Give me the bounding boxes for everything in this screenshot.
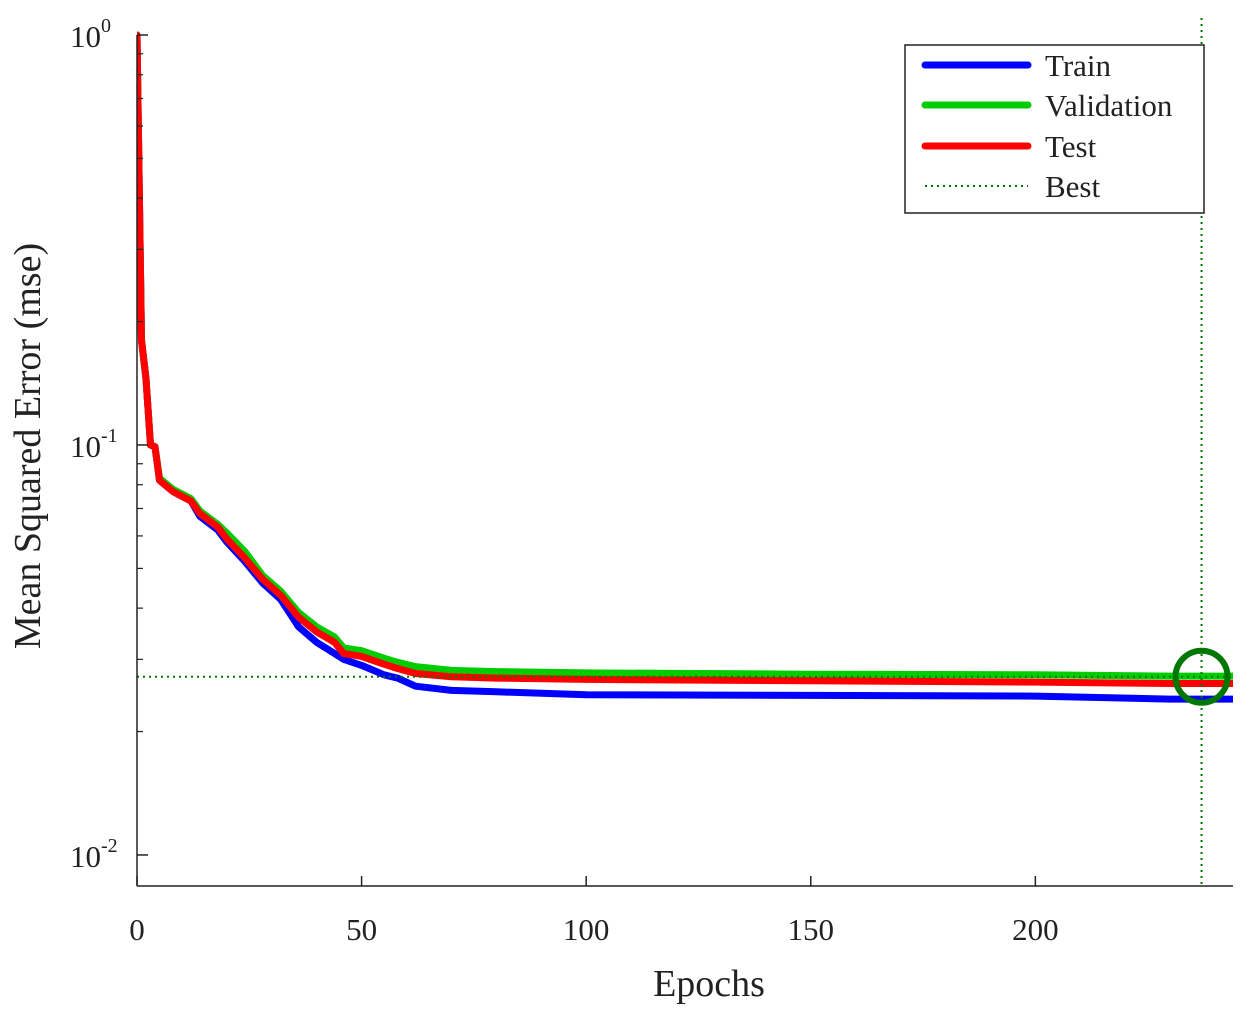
x-tick-label: 200 [1012, 912, 1059, 947]
x-tick-label: 100 [563, 912, 610, 947]
y-axis-label: Mean Squared Error (mse) [7, 243, 49, 649]
legend-label-best: Best [1045, 169, 1101, 204]
axes: Epochs Mean Squared Error (mse) 0 50 100 15… [7, 15, 1233, 1005]
plot-area [137, 18, 1233, 886]
legend-label-validation: Validation [1045, 88, 1173, 123]
legend-box [904, 44, 1205, 214]
best-point-marker [1172, 647, 1231, 706]
legend-label-test: Test [1045, 129, 1097, 164]
y-tick-label: 100 [70, 15, 111, 54]
y-tick-label: 10-2 [70, 835, 118, 874]
x-tick-label: 50 [346, 912, 377, 947]
x-tick-label: 150 [788, 912, 835, 947]
legend-label-train: Train [1045, 48, 1112, 83]
series-line-test [137, 31, 1233, 687]
x-axis-label: Epochs [653, 963, 765, 1005]
x-tick-label: 0 [129, 912, 145, 947]
legend: Train Validation Test Best [904, 44, 1205, 214]
y-tick-label: 10-1 [70, 425, 118, 464]
